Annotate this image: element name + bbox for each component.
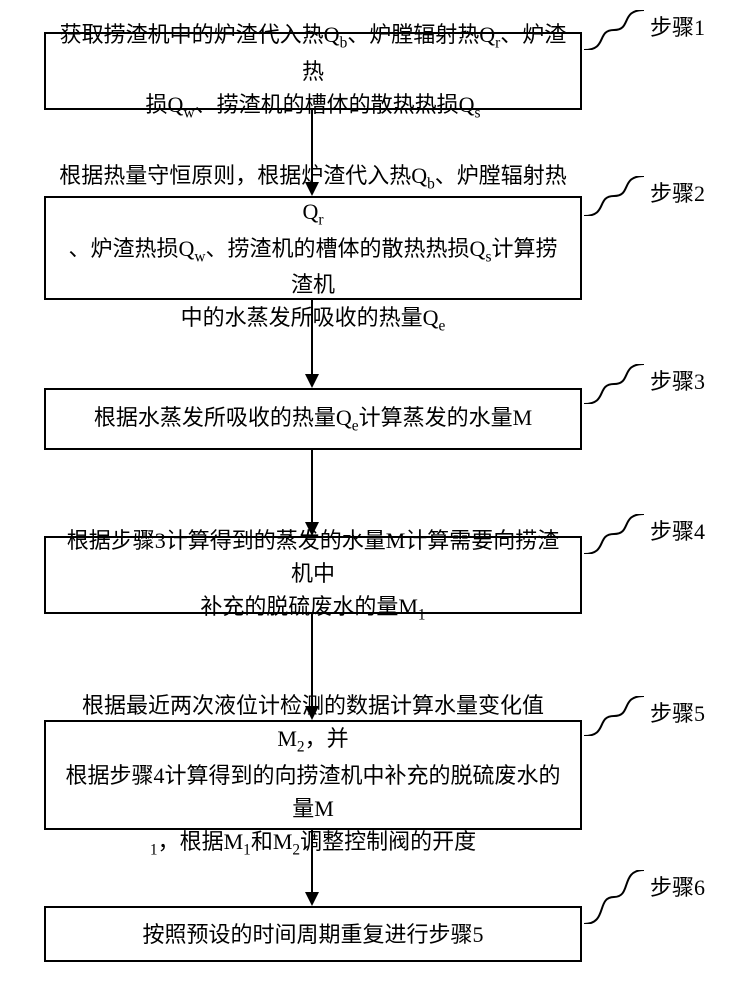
step-1-text: 获取捞渣机中的炉渣代入热Qb、炉膛辐射热Qr、炉渣热 损Qw、捞渣机的槽体的散热… <box>58 18 568 124</box>
arrow-2-line <box>311 300 313 374</box>
step-3-box: 根据水蒸发所吸收的热量Qe计算蒸发的水量M <box>44 388 582 450</box>
step-1-box: 获取捞渣机中的炉渣代入热Qb、炉膛辐射热Qr、炉渣热 损Qw、捞渣机的槽体的散热… <box>44 32 582 110</box>
step-5-brace <box>584 696 644 736</box>
step-4-text: 根据步骤3计算得到的蒸发的水量M计算需要向捞渣机中 补充的脱硫废水的量M1 <box>58 524 568 627</box>
arrow-5-line <box>311 830 313 892</box>
step-5-label: 步骤5 <box>650 696 705 728</box>
step-4-box: 根据步骤3计算得到的蒸发的水量M计算需要向捞渣机中 补充的脱硫废水的量M1 <box>44 536 582 614</box>
step-3-text: 根据水蒸发所吸收的热量Qe计算蒸发的水量M <box>94 401 532 438</box>
arrow-1-line <box>311 110 313 182</box>
step-2-label: 步骤2 <box>650 176 705 208</box>
step-3-label: 步骤3 <box>650 364 705 396</box>
arrow-3-line <box>311 450 313 522</box>
step-5-box: 根据最近两次液位计检测的数据计算水量变化值M2，并 根据步骤4计算得到的向捞渣机… <box>44 720 582 830</box>
step-1-brace <box>584 10 644 50</box>
step-6-label: 步骤6 <box>650 870 705 902</box>
step-4-brace <box>584 514 644 554</box>
step-6-brace <box>584 870 644 924</box>
arrow-3-head <box>305 522 319 536</box>
step-6-box: 按照预设的时间周期重复进行步骤5 <box>44 906 582 962</box>
arrow-4-head <box>305 706 319 720</box>
arrow-4-line <box>311 614 313 706</box>
arrow-5-head <box>305 892 319 906</box>
step-6-text: 按照预设的时间周期重复进行步骤5 <box>142 918 483 951</box>
step-4-label: 步骤4 <box>650 514 705 546</box>
step-1-label: 步骤1 <box>650 10 705 42</box>
step-2-box: 根据热量守恒原则，根据炉渣代入热Qb、炉膛辐射热Qr 、炉渣热损Qw、捞渣机的槽… <box>44 196 582 300</box>
arrow-1-head <box>305 182 319 196</box>
step-2-brace <box>584 176 644 216</box>
arrow-2-head <box>305 374 319 388</box>
flowchart-canvas: 获取捞渣机中的炉渣代入热Qb、炉膛辐射热Qr、炉渣热 损Qw、捞渣机的槽体的散热… <box>0 0 731 1000</box>
step-3-brace <box>584 364 644 404</box>
